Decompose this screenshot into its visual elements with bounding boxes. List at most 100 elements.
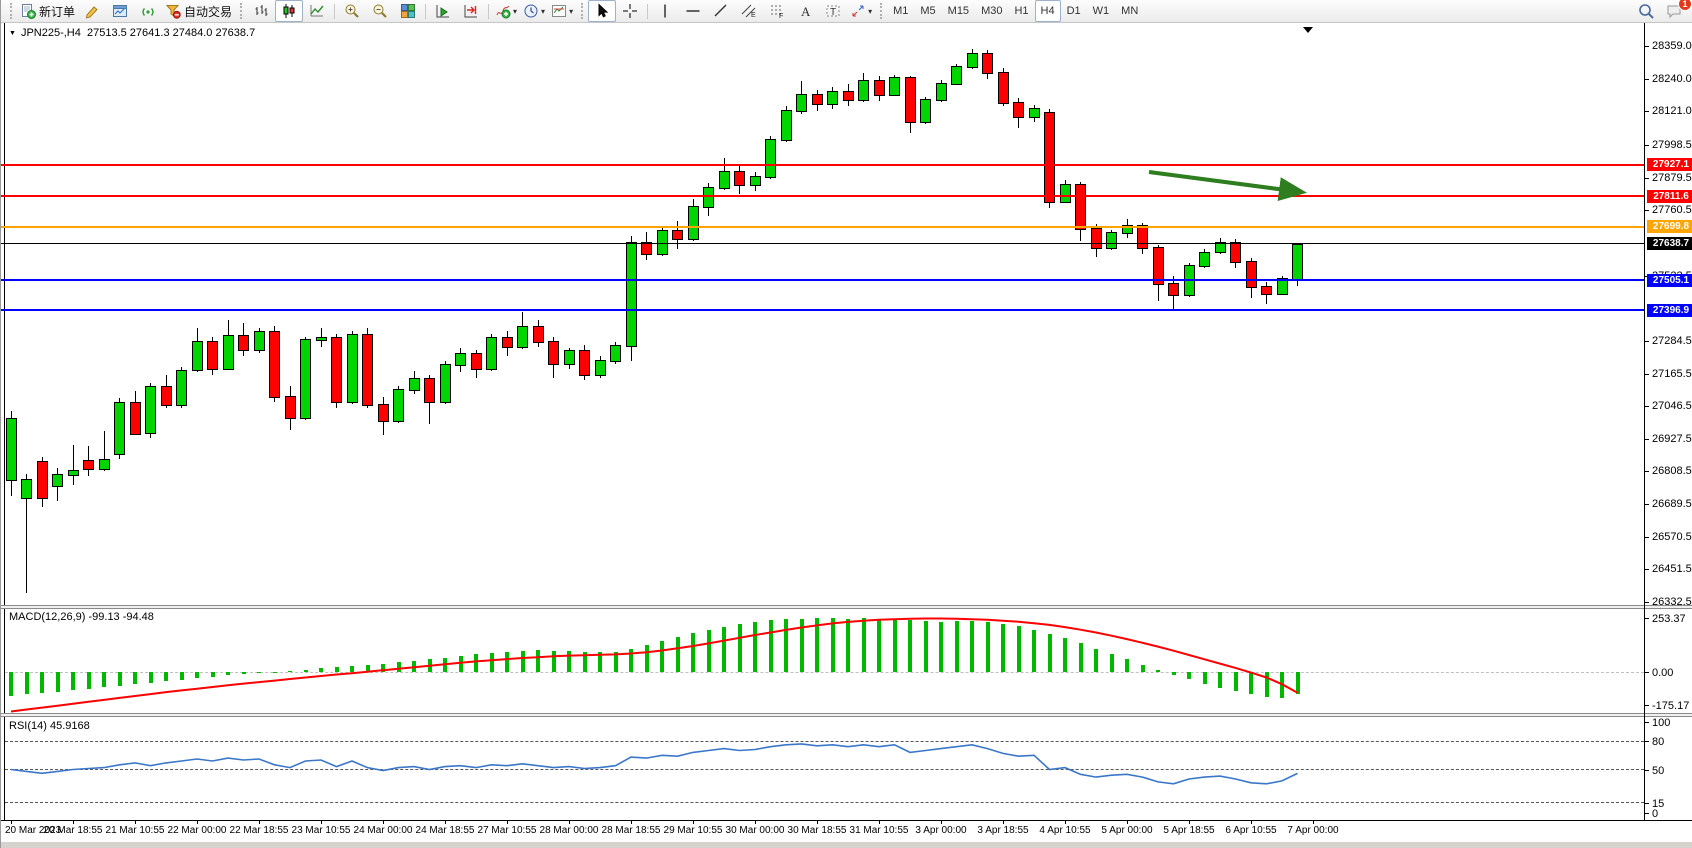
market-button[interactable] (106, 0, 134, 22)
toolbar-separator (488, 3, 490, 19)
hline-resistance[interactable] (1, 163, 1644, 166)
line-chart-button[interactable] (303, 0, 331, 22)
candle-up (889, 77, 900, 96)
price-tick (1644, 210, 1649, 212)
macd-histogram-bar (334, 667, 339, 673)
periods-button[interactable]: ▾ (520, 0, 548, 22)
macd-histogram-bar (40, 672, 44, 693)
time-tick (755, 820, 756, 824)
hline-bid[interactable] (1, 243, 1644, 245)
horizontal-line-button[interactable] (679, 0, 707, 22)
timeframe-d1[interactable]: D1 (1061, 0, 1087, 22)
notification-badge: 1 (1678, 0, 1692, 11)
chart-expand-icon[interactable]: ▼ (9, 30, 16, 37)
pencil-icon (84, 3, 100, 19)
price-badge-resistance: 27927.1 (1647, 158, 1692, 171)
rsi-level-15 (5, 802, 1644, 803)
search-button[interactable] (1632, 0, 1660, 22)
candlestick-button[interactable] (275, 0, 304, 22)
macd-histogram-bar (768, 620, 773, 673)
candle-up (300, 339, 311, 420)
candle-down (811, 93, 823, 106)
dropdown-caret-icon[interactable]: ▾ (541, 6, 546, 16)
hline-support[interactable] (1, 309, 1644, 311)
timeframe-d1-label: D1 (1066, 5, 1081, 17)
macd-histogram-bar (629, 648, 633, 673)
autoscroll-icon (435, 3, 451, 19)
cursor-button[interactable] (588, 0, 617, 22)
candle-up (656, 229, 668, 255)
candle-down (873, 80, 885, 96)
candle-up (765, 139, 776, 178)
zoom-in-button[interactable] (338, 0, 366, 22)
text-label-button[interactable]: T (819, 0, 847, 22)
text-a-icon: A (797, 3, 813, 19)
trendline-button[interactable] (707, 0, 735, 22)
notifications-button[interactable]: 1 (1660, 0, 1692, 22)
crosshair-button[interactable] (616, 0, 644, 22)
arrows-button[interactable]: ▾ (847, 0, 875, 22)
time-tick (259, 820, 260, 824)
toolbar-separator (647, 3, 649, 19)
candle-up (594, 359, 606, 376)
time-label: 31 Mar 10:55 (849, 825, 909, 836)
tile-windows-button[interactable] (394, 0, 422, 22)
macd-histogram-bar (861, 618, 866, 673)
candle-up (920, 99, 931, 124)
macd-signal-line (10, 617, 1298, 713)
pane-splitter[interactable] (1, 605, 1692, 609)
candle-up (517, 325, 528, 349)
metaeditor-button[interactable] (78, 0, 106, 22)
fibonacci-button[interactable]: F (763, 0, 791, 22)
dropdown-caret-icon[interactable]: ▾ (569, 6, 574, 16)
candle-down (1261, 285, 1272, 295)
vertical-line-button[interactable] (651, 0, 679, 22)
dropdown-caret-icon[interactable]: ▾ (868, 6, 873, 16)
timeframe-m1[interactable]: M1 (887, 0, 914, 22)
timeframe-h1[interactable]: H1 (1008, 0, 1034, 22)
chart-shift-marker[interactable] (1303, 27, 1313, 33)
macd-histogram-bar (520, 650, 525, 673)
dropdown-caret-icon[interactable]: ▾ (513, 6, 518, 16)
candle-up (1276, 278, 1288, 295)
zoom-out-button[interactable] (366, 0, 394, 22)
candle-up (315, 336, 327, 342)
fibo-icon: F (769, 3, 785, 19)
macd-histogram-bar (1249, 672, 1253, 695)
chart-shift-button[interactable] (457, 0, 485, 22)
timeframe-m30[interactable]: M30 (975, 0, 1008, 22)
signals-button[interactable] (134, 0, 162, 22)
text-button[interactable]: A (791, 0, 819, 22)
pane-splitter[interactable] (1, 713, 1692, 717)
candle-up (703, 187, 714, 209)
cursor-icon (594, 3, 610, 19)
timeframe-mn[interactable]: MN (1115, 0, 1144, 22)
bar-chart-button[interactable] (247, 0, 275, 22)
autotrading-button[interactable]: 自动交易 (162, 0, 235, 22)
candle-up (718, 170, 730, 190)
timeframe-h4-label: H4 (1040, 5, 1055, 17)
candle-down (579, 350, 590, 376)
candle-down (842, 91, 854, 102)
auto-scroll-button[interactable] (429, 0, 457, 22)
timeframe-m15[interactable]: M15 (942, 0, 975, 22)
indicators-button[interactable]: ▾ (492, 0, 520, 22)
timeframe-m5[interactable]: M5 (914, 0, 941, 22)
hline-pivot[interactable] (1, 225, 1644, 228)
macd-histogram-bar (799, 618, 804, 673)
hline-icon (685, 3, 701, 19)
new-order-icon (20, 3, 36, 19)
timeframe-w1[interactable]: W1 (1087, 0, 1116, 22)
templates-button[interactable]: ▾ (548, 0, 576, 22)
timeframe-h4[interactable]: H4 (1034, 0, 1061, 22)
hline-support[interactable] (1, 279, 1644, 282)
equidistant-channel-button[interactable]: E (735, 0, 763, 22)
hline-resistance[interactable] (1, 195, 1644, 198)
macd-histogram-bar (241, 672, 246, 675)
new-order-button[interactable]: 新订单 (17, 0, 78, 22)
trend-arrow[interactable] (1148, 170, 1307, 202)
price-tick-label: 28240.0 (1652, 72, 1692, 85)
candle-up (191, 340, 203, 372)
macd-histogram-bar (536, 650, 540, 673)
price-tick-label: 26808.5 (1652, 465, 1692, 478)
